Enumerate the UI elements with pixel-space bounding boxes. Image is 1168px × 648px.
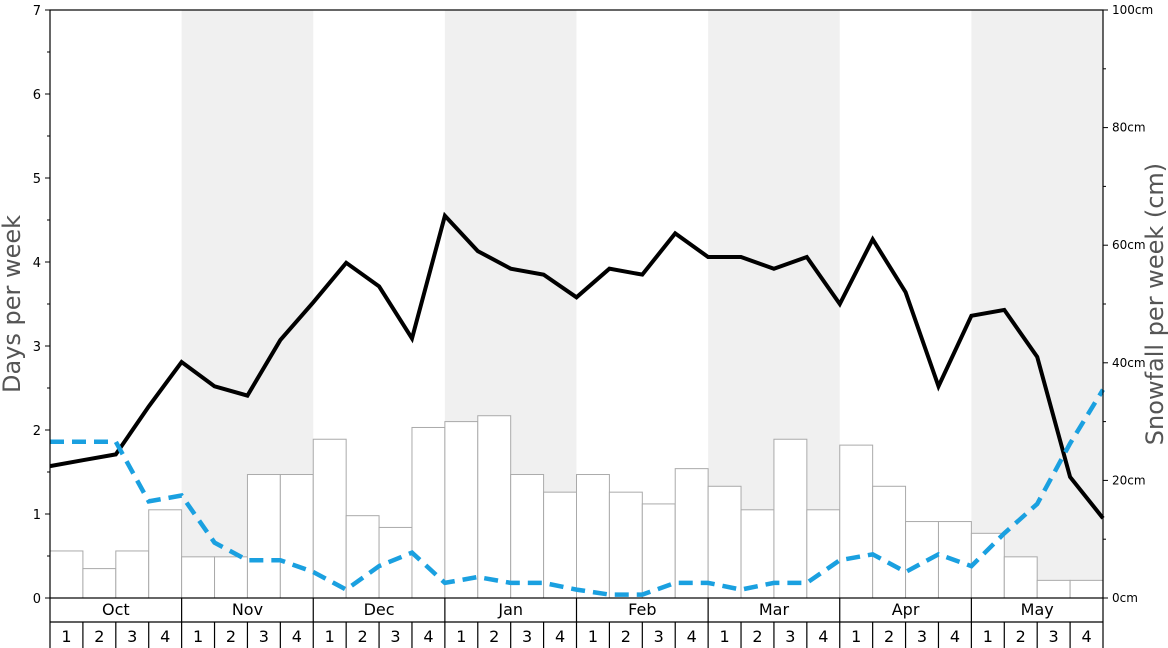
snowfall-bar — [806, 509, 841, 599]
week-label: 2 — [358, 627, 368, 646]
week-axis-row: 1 2 3 4 1 2 3 4 1 2 3 4 1 2 3 4 1 2 3 4 1 2 3 4 1 2 3 4 1 2 3 4 — [49, 622, 1104, 648]
left-tick-label: 1 — [33, 508, 41, 523]
month-label-jan: Jan — [497, 600, 523, 619]
week-label: 2 — [94, 627, 104, 646]
snowfall-bar — [82, 568, 117, 599]
week-label: 2 — [226, 627, 236, 646]
left-tick-label: 6 — [33, 88, 41, 103]
week-label: 1 — [588, 627, 598, 646]
week-label: 3 — [390, 627, 400, 646]
snowfall-bar — [576, 474, 610, 599]
snowfall-bar — [477, 415, 512, 599]
week-label: 3 — [654, 627, 664, 646]
right-tick-label: 60cm — [1112, 238, 1146, 252]
week-label: 2 — [621, 627, 631, 646]
snowfall-bar — [279, 474, 314, 599]
snowfall-bar — [411, 426, 446, 599]
week-label: 1 — [456, 627, 466, 646]
week-label: 1 — [325, 627, 335, 646]
week-label: 3 — [785, 627, 795, 646]
snowfall-bar — [707, 485, 742, 599]
week-label: 2 — [884, 627, 894, 646]
month-shading-bands — [181, 10, 1103, 598]
snowfall-bar — [1036, 579, 1071, 599]
dashed-line-series — [50, 388, 1105, 597]
right-tick-label: 100cm — [1112, 3, 1153, 17]
week-label: 4 — [687, 627, 697, 646]
month-label-dec: Dec — [364, 600, 395, 619]
month-label-mar: Mar — [759, 600, 790, 619]
snowfall-bar — [905, 521, 939, 599]
month-axis-row: Oct Nov Dec Jan Feb Mar Apr May — [49, 598, 1104, 623]
snowfall-bar — [49, 550, 84, 599]
left-axis-title: Days per week — [0, 215, 26, 393]
week-label: 2 — [489, 627, 499, 646]
week-label: 1 — [851, 627, 861, 646]
snowfall-bar — [214, 556, 248, 599]
month-label-feb: Feb — [628, 600, 656, 619]
week-label: 4 — [160, 627, 170, 646]
month-label-oct: Oct — [102, 600, 130, 619]
week-label: 4 — [292, 627, 302, 646]
week-label: 1 — [193, 627, 203, 646]
week-label: 2 — [752, 627, 762, 646]
right-tick-label: 0cm — [1112, 591, 1138, 605]
snowfall-bar — [608, 491, 643, 599]
snowfall-bar — [773, 438, 808, 599]
left-tick-label: 2 — [33, 424, 41, 439]
snowfall-bar — [970, 532, 1005, 599]
month-band-may — [971, 10, 1103, 598]
snowfall-bar — [872, 485, 907, 599]
week-label: 3 — [127, 627, 137, 646]
right-tick-label: 20cm — [1112, 473, 1146, 487]
week-label: 3 — [917, 627, 927, 646]
week-label: 1 — [719, 627, 729, 646]
snowfall-bar — [181, 556, 216, 599]
snowfall-bar — [345, 515, 380, 599]
right-tick-label: 40cm — [1112, 356, 1146, 370]
right-axis-title: Snowfall per week (cm) — [1141, 163, 1168, 445]
week-label: 4 — [818, 627, 828, 646]
week-label: 4 — [423, 627, 433, 646]
snowfall-bar — [115, 550, 150, 599]
week-label: 4 — [555, 627, 565, 646]
month-label-nov: Nov — [232, 600, 263, 619]
snowfall-bar — [543, 491, 577, 599]
left-tick-label: 4 — [33, 256, 41, 271]
snowfall-bar — [246, 474, 281, 599]
series-lines — [49, 211, 1105, 597]
month-label-may: May — [1021, 600, 1054, 619]
snowfall-bar — [1003, 556, 1038, 599]
snowfall-bar — [444, 421, 479, 599]
month-label-apr: Apr — [892, 600, 920, 619]
snowfall-bar — [510, 474, 545, 599]
week-label: 1 — [983, 627, 993, 646]
snowfall-bar — [674, 468, 709, 599]
left-tick-label: 0 — [33, 592, 41, 607]
week-label: 4 — [950, 627, 960, 646]
snowfall-bars — [49, 415, 1104, 599]
solid-line-series — [49, 211, 1105, 520]
left-tick-label: 3 — [33, 340, 41, 355]
week-label: 2 — [1016, 627, 1026, 646]
snowfall-bar — [312, 438, 347, 599]
right-tick-label: 80cm — [1112, 121, 1146, 135]
snowfall-bar — [378, 526, 413, 599]
left-tick-label: 5 — [33, 172, 41, 187]
week-label: 1 — [61, 627, 71, 646]
week-label: 3 — [259, 627, 269, 646]
week-label: 4 — [1081, 627, 1091, 646]
right-axis: 0cm 20cm 40cm 60cm 80cm 100cm — [1103, 3, 1153, 605]
week-label: 3 — [1049, 627, 1059, 646]
snowfall-bar — [1069, 579, 1104, 599]
left-axis: 0 1 2 3 4 5 6 7 — [33, 4, 50, 607]
week-label: 3 — [522, 627, 532, 646]
left-tick-label: 7 — [33, 4, 41, 19]
snowfall-bar — [839, 444, 874, 599]
snowfall-bar — [148, 509, 183, 599]
